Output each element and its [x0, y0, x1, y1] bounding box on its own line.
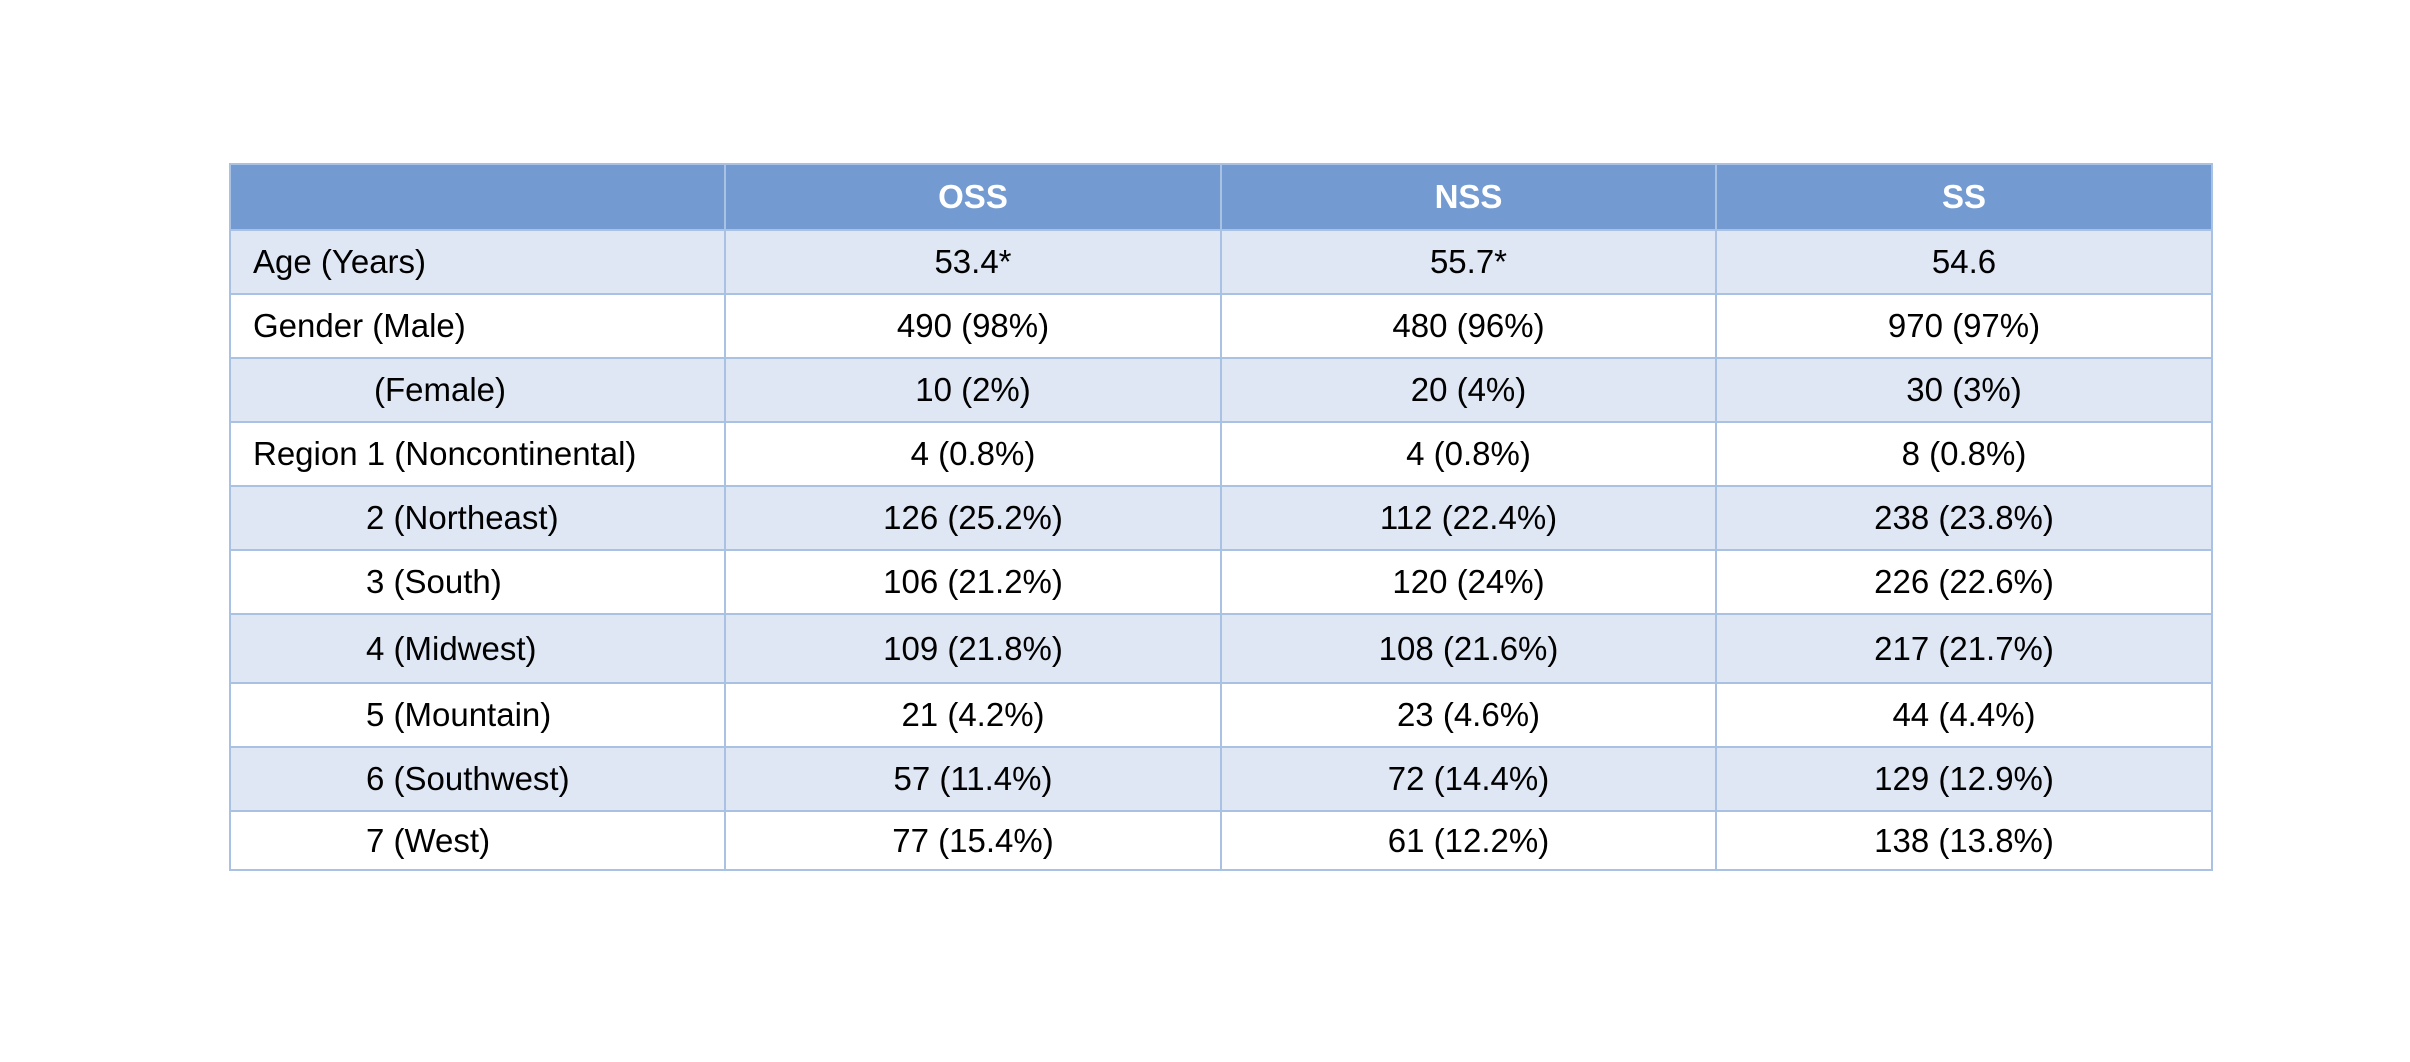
cell-nss: 112 (22.4%): [1220, 485, 1717, 551]
cell-oss: 57 (11.4%): [724, 746, 1222, 812]
cell-ss: 226 (22.6%): [1715, 549, 2213, 615]
cell-ss: 54.6: [1715, 229, 2213, 295]
table-row: 4 (Midwest) 109 (21.8%) 108 (21.6%) 217 …: [229, 613, 2213, 684]
cell-nss: 20 (4%): [1220, 357, 1717, 423]
cell-oss: 10 (2%): [724, 357, 1222, 423]
cell-oss: 21 (4.2%): [724, 682, 1222, 748]
cell-nss: 120 (24%): [1220, 549, 1717, 615]
cell-oss: 109 (21.8%): [724, 613, 1222, 684]
table-header-row: OSS NSS SS: [229, 163, 2213, 231]
row-label: (Female): [229, 357, 726, 423]
header-cell-nss: NSS: [1220, 163, 1717, 231]
cell-nss: 55.7*: [1220, 229, 1717, 295]
table-row: 7 (West) 77 (15.4%) 61 (12.2%) 138 (13.8…: [229, 810, 2213, 871]
cell-nss: 72 (14.4%): [1220, 746, 1717, 812]
cell-oss: 77 (15.4%): [724, 810, 1222, 871]
cell-nss: 23 (4.6%): [1220, 682, 1717, 748]
table-row: (Female) 10 (2%) 20 (4%) 30 (3%): [229, 357, 2213, 423]
cell-oss: 126 (25.2%): [724, 485, 1222, 551]
header-cell-empty: [229, 163, 726, 231]
cell-nss: 480 (96%): [1220, 293, 1717, 359]
cell-ss: 30 (3%): [1715, 357, 2213, 423]
cell-nss: 4 (0.8%): [1220, 421, 1717, 487]
demographics-table-container: OSS NSS SS Age (Years) 53.4* 55.7* 54.6 …: [229, 163, 2213, 871]
cell-oss: 53.4*: [724, 229, 1222, 295]
table-row: Gender (Male) 490 (98%) 480 (96%) 970 (9…: [229, 293, 2213, 359]
table-row: 3 (South) 106 (21.2%) 120 (24%) 226 (22.…: [229, 549, 2213, 615]
cell-ss: 970 (97%): [1715, 293, 2213, 359]
table-row: 6 (Southwest) 57 (11.4%) 72 (14.4%) 129 …: [229, 746, 2213, 812]
row-label: Region 1 (Noncontinental): [229, 421, 726, 487]
table-row: 2 (Northeast) 126 (25.2%) 112 (22.4%) 23…: [229, 485, 2213, 551]
cell-oss: 4 (0.8%): [724, 421, 1222, 487]
cell-oss: 490 (98%): [724, 293, 1222, 359]
row-label: Gender (Male): [229, 293, 726, 359]
row-label: 6 (Southwest): [229, 746, 726, 812]
cell-nss: 108 (21.6%): [1220, 613, 1717, 684]
cell-ss: 138 (13.8%): [1715, 810, 2213, 871]
header-cell-ss: SS: [1715, 163, 2213, 231]
cell-ss: 238 (23.8%): [1715, 485, 2213, 551]
row-label: 5 (Mountain): [229, 682, 726, 748]
row-label: 3 (South): [229, 549, 726, 615]
table-row: Region 1 (Noncontinental) 4 (0.8%) 4 (0.…: [229, 421, 2213, 487]
table-row: 5 (Mountain) 21 (4.2%) 23 (4.6%) 44 (4.4…: [229, 682, 2213, 748]
row-label: Age (Years): [229, 229, 726, 295]
demographics-table: OSS NSS SS Age (Years) 53.4* 55.7* 54.6 …: [229, 163, 2213, 871]
cell-ss: 8 (0.8%): [1715, 421, 2213, 487]
cell-ss: 44 (4.4%): [1715, 682, 2213, 748]
cell-oss: 106 (21.2%): [724, 549, 1222, 615]
row-label: 4 (Midwest): [229, 613, 726, 684]
cell-ss: 217 (21.7%): [1715, 613, 2213, 684]
row-label: 2 (Northeast): [229, 485, 726, 551]
cell-ss: 129 (12.9%): [1715, 746, 2213, 812]
table-row: Age (Years) 53.4* 55.7* 54.6: [229, 229, 2213, 295]
row-label: 7 (West): [229, 810, 726, 871]
cell-nss: 61 (12.2%): [1220, 810, 1717, 871]
header-cell-oss: OSS: [724, 163, 1222, 231]
